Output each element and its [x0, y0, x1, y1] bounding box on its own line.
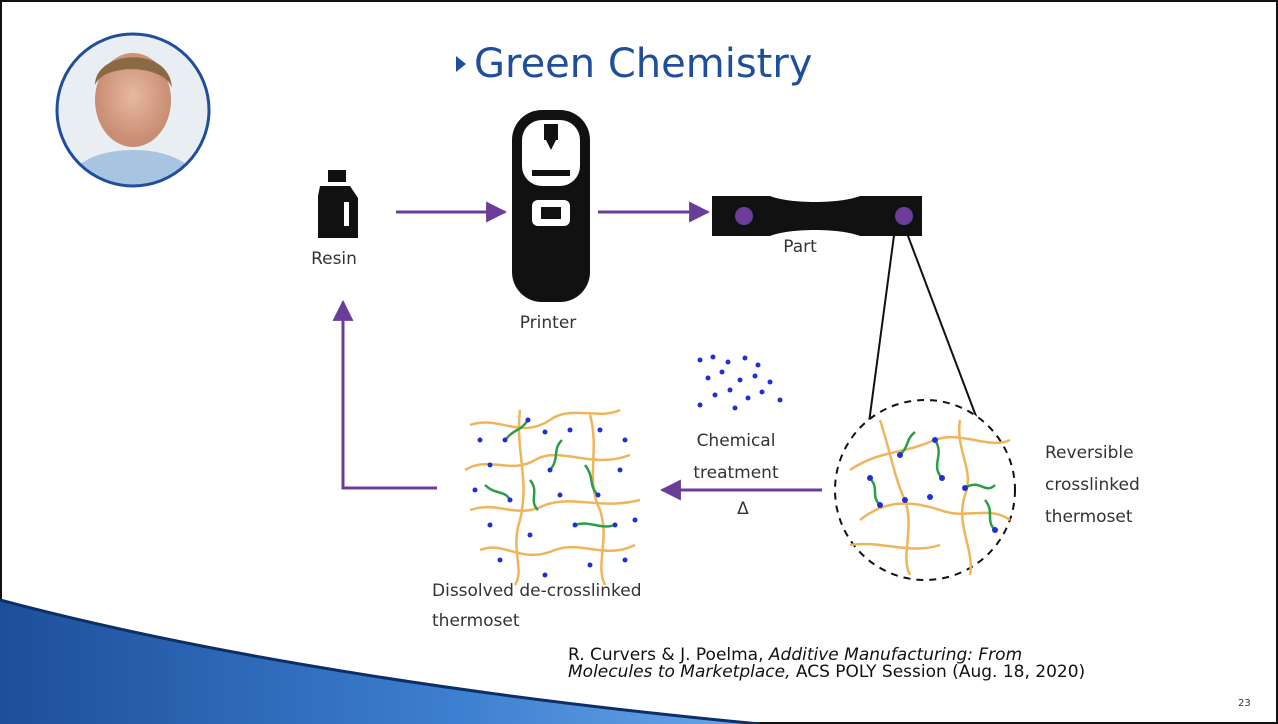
- printer-icon: [512, 110, 590, 302]
- slide-title: Green Chemistry: [474, 41, 812, 87]
- part-icon: [712, 196, 922, 236]
- reversible-network: [835, 400, 1015, 580]
- citation-text: Molecules to Marketplace,: [568, 662, 790, 682]
- slide: Green Chemistry Resin Printer Part: [0, 0, 1278, 724]
- heat-label: Δ: [737, 499, 749, 519]
- reversible-label: crosslinked: [1045, 475, 1140, 495]
- part-label: Part: [783, 237, 817, 257]
- reversible-label: Reversible: [1045, 443, 1134, 463]
- citation: Molecules to Marketplace, ACS POLY Sessi…: [568, 662, 1085, 682]
- treatment-label: treatment: [693, 463, 779, 483]
- citation-text: ACS POLY Session (Aug. 18, 2020): [790, 662, 1085, 682]
- resin-label: Resin: [311, 249, 357, 269]
- reversible-label: thermoset: [1045, 507, 1133, 527]
- dissolved-label: Dissolved de-crosslinked: [432, 581, 642, 601]
- page-number: 23: [1238, 698, 1251, 709]
- dissolved-label: thermoset: [432, 611, 520, 631]
- printer-label: Printer: [520, 313, 577, 333]
- treatment-label: Chemical: [697, 431, 776, 451]
